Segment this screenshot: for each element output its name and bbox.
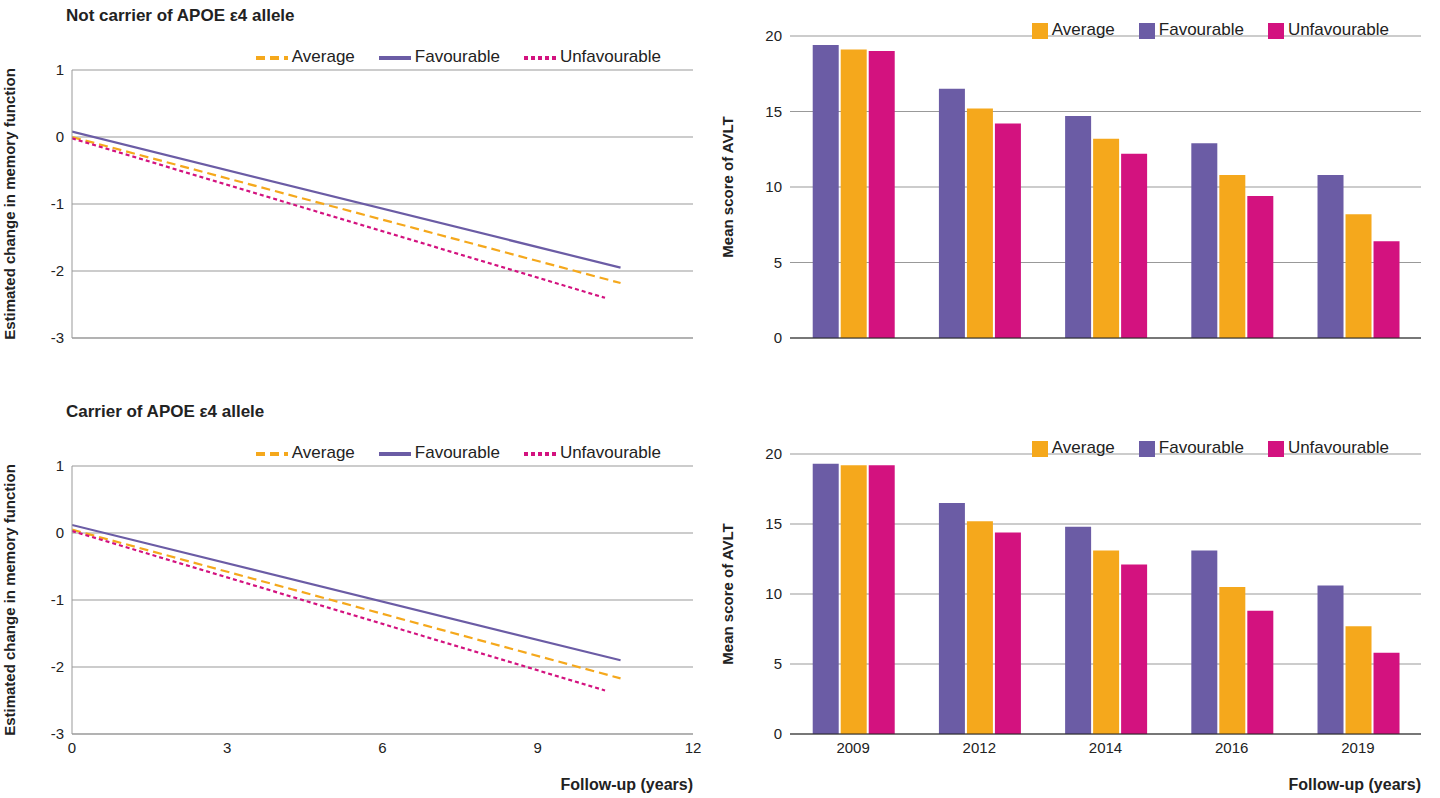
- html-text:Average: Average: [291, 47, 355, 67]
- svg-text:-2: -2: [51, 262, 64, 279]
- svg-text:5: 5: [774, 655, 782, 672]
- svg-text:Estimated change in memory fun: Estimated change in memory function: [8, 68, 18, 340]
- svg-text:-1: -1: [51, 195, 64, 212]
- svg-text:0: 0: [774, 329, 782, 346]
- svg-text:Estimated change in memory fun: Estimated change in memory function: [8, 464, 18, 736]
- html-text:Favourable: Favourable: [1158, 20, 1244, 39]
- svg-text:2016: 2016: [1215, 739, 1248, 756]
- svg-text:9: 9: [534, 739, 542, 756]
- html-text:Average: Average: [1051, 20, 1115, 39]
- svg-text:Follow-up (years): Follow-up (years): [1289, 776, 1421, 793]
- svg-text:12: 12: [685, 739, 702, 756]
- svg-text:2012: 2012: [963, 739, 996, 756]
- svg-text:Mean score of AVLT: Mean score of AVLT: [719, 116, 736, 257]
- svg-text:3: 3: [223, 739, 231, 756]
- html-text:Unfavourable: Unfavourable: [559, 443, 661, 463]
- html-text:Unfavourable: Unfavourable: [1287, 438, 1389, 457]
- svg-text:0: 0: [774, 725, 782, 742]
- html-text:Average: Average: [1051, 438, 1115, 457]
- svg-text:0: 0: [56, 524, 64, 541]
- html-text:Favourable: Favourable: [1158, 438, 1244, 457]
- svg-text:15: 15: [765, 515, 782, 532]
- html-text:Carrier of APOE ε4 allele: Carrier of APOE ε4 allele: [66, 402, 265, 421]
- html-text:Favourable: Favourable: [414, 47, 500, 67]
- html-text:Not carrier of APOE ε4 allele: Not carrier of APOE ε4 allele: [66, 6, 295, 25]
- svg-text:6: 6: [378, 739, 386, 756]
- svg-text:15: 15: [765, 103, 782, 120]
- svg-text:-3: -3: [51, 329, 64, 346]
- svg-text:2019: 2019: [1341, 739, 1374, 756]
- html-text:Favourable: Favourable: [414, 443, 500, 463]
- svg-text:1: 1: [56, 457, 64, 474]
- svg-text:0: 0: [68, 739, 76, 756]
- svg-text:5: 5: [774, 254, 782, 271]
- svg-text:20: 20: [765, 27, 782, 44]
- svg-text:0: 0: [56, 128, 64, 145]
- svg-text:20: 20: [765, 445, 782, 462]
- html-text:Unfavourable: Unfavourable: [1287, 20, 1389, 39]
- html-text:Unfavourable: Unfavourable: [559, 47, 661, 67]
- svg-text:2009: 2009: [836, 739, 869, 756]
- svg-text:-3: -3: [51, 725, 64, 742]
- svg-text:-2: -2: [51, 658, 64, 675]
- svg-text:10: 10: [765, 178, 782, 195]
- svg-text:Mean score of AVLT: Mean score of AVLT: [719, 523, 736, 664]
- svg-text:Follow-up (years): Follow-up (years): [561, 776, 693, 793]
- svg-text:2014: 2014: [1089, 739, 1122, 756]
- svg-text:1: 1: [56, 61, 64, 78]
- svg-text:10: 10: [765, 585, 782, 602]
- html-text:Average: Average: [291, 443, 355, 463]
- svg-text:-1: -1: [51, 591, 64, 608]
